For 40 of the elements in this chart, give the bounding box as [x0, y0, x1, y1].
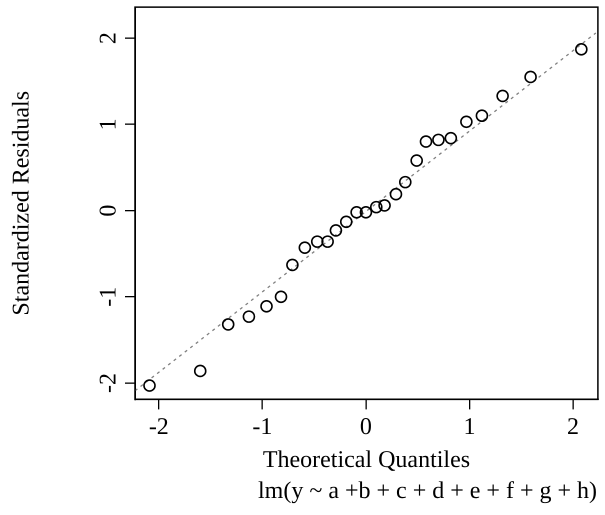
point — [460, 115, 473, 128]
point — [298, 241, 312, 254]
point — [286, 258, 299, 272]
point — [575, 43, 588, 56]
point — [242, 310, 256, 323]
point — [398, 176, 412, 188]
y-tick-label: 1 — [95, 118, 122, 130]
point — [378, 199, 391, 212]
point — [410, 154, 423, 167]
point — [260, 300, 273, 313]
point — [370, 200, 383, 214]
x-tick-label: 0 — [360, 414, 372, 440]
x-axis-title: Theoretical Quantiles — [262, 446, 470, 473]
point — [340, 215, 353, 228]
y-tick-label: -1 — [95, 286, 122, 307]
point — [390, 188, 402, 200]
point — [444, 132, 458, 144]
point — [222, 318, 234, 331]
point — [432, 134, 445, 146]
point — [350, 206, 363, 219]
point — [524, 70, 537, 84]
point — [330, 224, 342, 237]
point — [360, 206, 372, 219]
point — [496, 90, 509, 102]
point — [476, 109, 488, 122]
point — [420, 135, 432, 148]
y-tick-label: 0 — [95, 204, 122, 217]
point — [310, 235, 324, 248]
point — [274, 290, 288, 304]
x-tick-label: 2 — [567, 414, 580, 440]
y-tick-label: -2 — [95, 373, 122, 394]
point — [321, 235, 334, 248]
x-tick-label: 1 — [463, 414, 476, 440]
text: lm(y ~ a +b + c + d + e + f + g + h) — [257, 478, 598, 505]
x-tick-label: -2 — [148, 414, 169, 440]
y-tick-label: 2 — [95, 32, 122, 44]
point — [143, 379, 156, 392]
y-axis-title: Standardized Residuals — [8, 90, 35, 316]
point — [194, 364, 207, 378]
x-tick-label: -1 — [252, 414, 272, 440]
